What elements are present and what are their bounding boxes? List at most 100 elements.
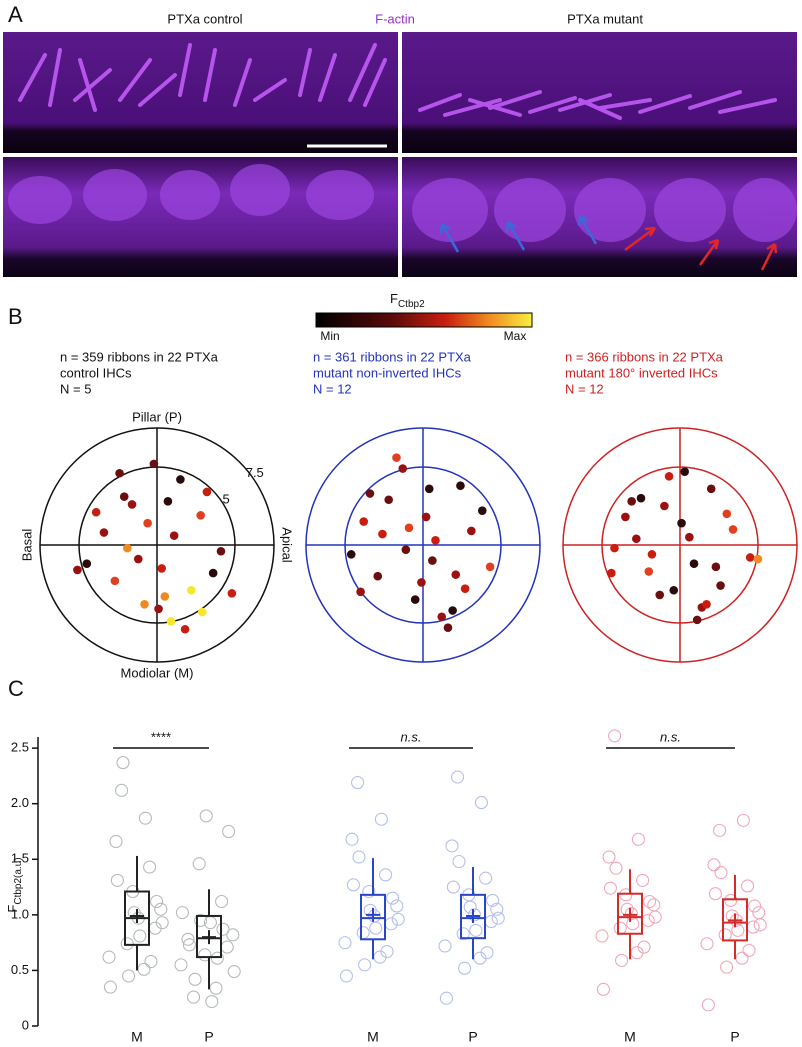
axis-label: Modiolar (M) <box>121 665 194 680</box>
box <box>360 893 386 941</box>
x-tick-label: P <box>468 1029 477 1045</box>
point <box>149 459 159 469</box>
point <box>647 550 657 559</box>
point <box>116 756 130 770</box>
point <box>708 887 722 901</box>
point <box>728 525 738 534</box>
point <box>222 824 236 839</box>
point <box>155 916 169 930</box>
point <box>410 595 420 604</box>
point <box>198 948 212 962</box>
point <box>374 812 388 826</box>
point <box>753 554 763 564</box>
point <box>138 811 152 825</box>
point <box>664 472 674 481</box>
point <box>438 939 452 953</box>
colorbar-max: Max <box>504 329 527 343</box>
point <box>384 495 393 505</box>
point <box>384 917 398 931</box>
point <box>373 571 383 581</box>
point <box>346 550 356 559</box>
panel-label: C <box>8 676 24 701</box>
point <box>176 475 185 484</box>
point <box>196 511 205 520</box>
point <box>398 464 408 473</box>
axis-label: Pillar (P) <box>132 409 182 424</box>
significance-label: n.s. <box>401 729 422 744</box>
point <box>643 894 657 909</box>
point <box>91 507 101 517</box>
caption: n = 361 ribbons in 22 PTXa <box>313 349 472 364</box>
point <box>391 912 405 926</box>
point <box>143 518 152 528</box>
box <box>722 898 748 942</box>
point <box>711 562 721 572</box>
point <box>216 922 230 936</box>
point <box>99 528 109 537</box>
point <box>446 880 460 894</box>
image-title: PTXa mutant <box>567 11 643 26</box>
point <box>182 938 196 952</box>
point <box>417 578 426 587</box>
point <box>356 587 365 597</box>
point <box>119 492 129 501</box>
y-axis-label-sub: Ctbp2(a.u) <box>13 857 24 904</box>
point <box>208 568 218 578</box>
point <box>199 809 213 823</box>
point <box>352 850 366 864</box>
point <box>439 991 453 1005</box>
point <box>621 512 630 522</box>
colorbar <box>315 312 533 328</box>
point <box>706 484 716 494</box>
point <box>458 961 472 975</box>
point <box>745 553 755 562</box>
image-title: F-actin <box>375 11 415 26</box>
image-title: PTXa control <box>167 11 242 26</box>
point <box>609 861 623 875</box>
point <box>363 903 377 917</box>
mean-marker <box>466 908 480 923</box>
point <box>736 813 750 827</box>
y-tick-label: 0.5 <box>11 962 29 977</box>
axis-label: Apical <box>280 527 295 563</box>
point <box>187 990 201 1004</box>
point <box>680 467 689 476</box>
point <box>689 559 699 569</box>
point <box>163 497 173 506</box>
significance-label: n.s. <box>660 729 681 744</box>
y-tick-label: 2.5 <box>11 740 29 755</box>
y-tick-label: 0 <box>22 1017 29 1032</box>
point <box>421 512 431 522</box>
point <box>753 918 767 932</box>
point <box>362 884 376 899</box>
point <box>619 888 633 902</box>
point <box>610 543 619 553</box>
point <box>351 776 365 790</box>
point <box>109 834 123 849</box>
point <box>722 509 732 519</box>
arrow <box>439 214 778 271</box>
point <box>205 994 219 1009</box>
panel-label: B <box>8 304 23 329</box>
point <box>424 484 434 494</box>
point <box>486 893 500 907</box>
point <box>701 998 715 1012</box>
point <box>103 980 117 994</box>
mean-marker <box>130 908 144 923</box>
point <box>226 928 240 942</box>
point <box>631 832 645 846</box>
point <box>474 796 488 810</box>
point <box>110 873 124 887</box>
point <box>735 951 749 965</box>
point <box>401 545 411 554</box>
point <box>358 958 372 972</box>
point <box>615 953 629 967</box>
point <box>210 951 224 965</box>
point <box>746 920 760 934</box>
point <box>115 783 129 797</box>
point <box>724 893 738 907</box>
caption: mutant non-inverted IHCs <box>313 365 462 380</box>
point <box>386 891 400 905</box>
point <box>467 908 481 922</box>
